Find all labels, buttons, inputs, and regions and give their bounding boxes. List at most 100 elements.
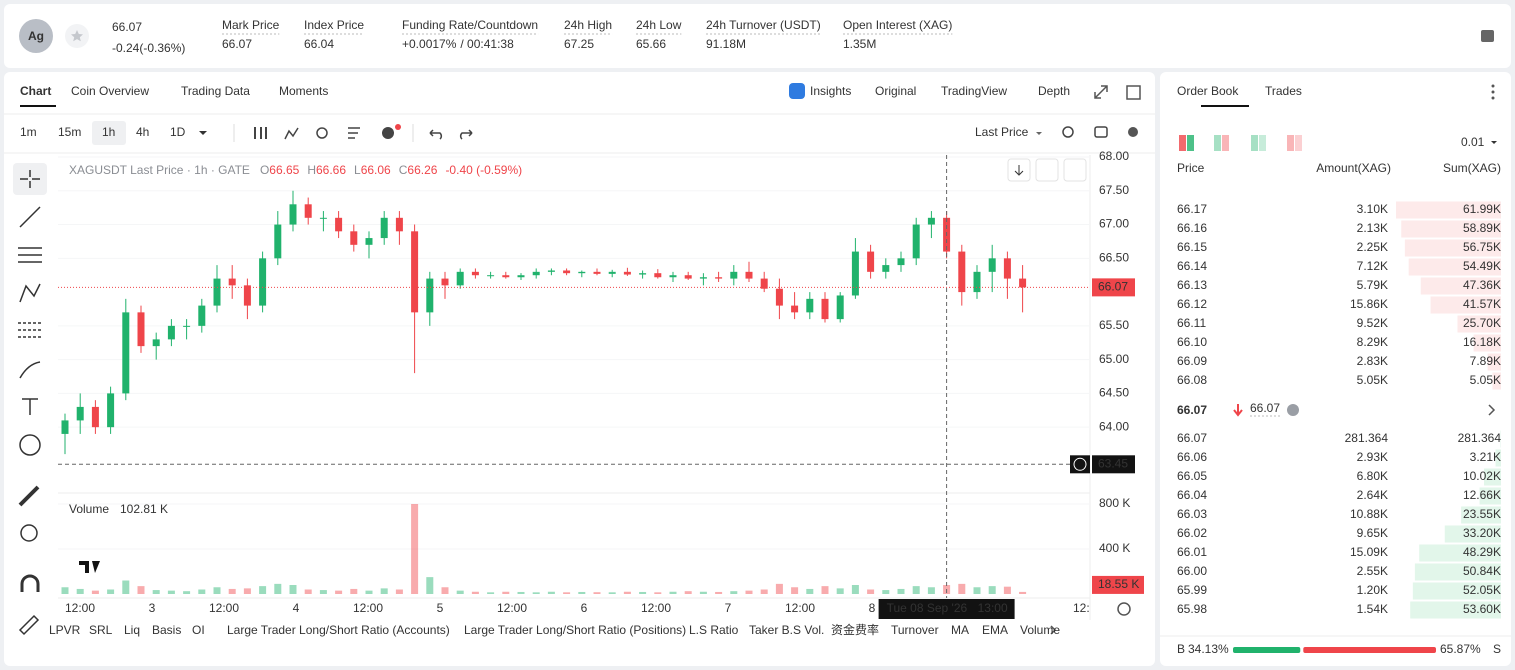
candles-icon[interactable]: [254, 127, 267, 139]
book-sum: 48.29K: [1463, 545, 1501, 559]
book-price: 66.11: [1177, 316, 1206, 330]
precision[interactable]: 0.01: [1461, 135, 1485, 149]
collapse-button[interactable]: [1035, 158, 1059, 182]
indicator[interactable]: Volume: [1020, 623, 1060, 637]
view-other[interactable]: [1287, 135, 1294, 151]
crosshair-tool[interactable]: [20, 170, 40, 188]
interval[interactable]: 15m: [58, 125, 81, 139]
volume-bar: [183, 591, 191, 594]
chart-tab[interactable]: Trading Data: [181, 84, 250, 98]
candle-body: [335, 217, 343, 232]
view-other[interactable]: [1295, 135, 1302, 151]
book-price: 66.00: [1177, 564, 1207, 578]
stat-label: 24h Turnover (USDT): [706, 18, 821, 32]
indicator[interactable]: Taker B.S Vol.: [749, 623, 824, 637]
volume-bar: [851, 585, 859, 594]
book-sum: 56.75K: [1463, 240, 1501, 254]
window-icon[interactable]: [1126, 85, 1141, 100]
template-icon[interactable]: [348, 127, 360, 139]
candle-body: [213, 278, 221, 306]
candle-body: [867, 251, 875, 272]
chevron[interactable]: [1488, 404, 1496, 416]
legend-item: XAGUSDT Last Price · 1h · GATE: [69, 163, 250, 177]
settings-icon[interactable]: [1117, 602, 1131, 616]
volume-bar: [821, 586, 829, 594]
candle-body: [426, 278, 434, 313]
zoom-tool[interactable]: [20, 524, 38, 542]
volume-bar: [654, 592, 662, 594]
view-tab[interactable]: Insights: [810, 84, 851, 98]
brush-tool[interactable]: [19, 361, 41, 379]
caret: [199, 131, 207, 135]
indicator[interactable]: SRL: [89, 623, 113, 637]
search-icon[interactable]: [1062, 126, 1074, 138]
indicator[interactable]: Large Trader Long/Short Ratio (Positions…: [464, 623, 686, 637]
chart-tab[interactable]: Chart: [20, 84, 51, 98]
chart-tab[interactable]: Moments: [279, 84, 328, 98]
volume-bar: [395, 589, 403, 594]
candle-body: [699, 277, 707, 279]
emoji-tool[interactable]: [19, 434, 41, 456]
candle-body: [791, 305, 799, 313]
view-asks[interactable]: [1259, 135, 1266, 151]
camera-icon[interactable]: [1094, 126, 1108, 138]
view-bids[interactable]: [1214, 135, 1221, 151]
view-tab[interactable]: TradingView: [941, 84, 1007, 98]
line-tool[interactable]: [19, 206, 41, 228]
replay-icon[interactable]: [316, 127, 328, 139]
book-tab[interactable]: Trades: [1265, 84, 1302, 98]
stat-label: Index Price: [304, 18, 364, 32]
view-both[interactable]: [1187, 135, 1194, 151]
add-order-button[interactable]: [1070, 455, 1090, 474]
interval[interactable]: 1m: [20, 125, 37, 139]
indicator[interactable]: Turnover: [891, 623, 939, 637]
indicator-icon[interactable]: [284, 127, 299, 140]
interval[interactable]: 1h: [102, 125, 115, 139]
view-tab[interactable]: Depth: [1038, 84, 1070, 98]
volume-bar: [441, 587, 449, 594]
interval[interactable]: 1D: [170, 125, 186, 139]
text-tool[interactable]: [22, 398, 38, 415]
indicator[interactable]: 资金费率: [831, 622, 879, 637]
fullscreen-icon[interactable]: [1094, 85, 1108, 99]
settings-icon[interactable]: [1128, 127, 1138, 137]
view-tab[interactable]: Original: [875, 84, 916, 98]
candle-body: [578, 271, 586, 274]
volume-bar: [578, 591, 586, 594]
more-arrow[interactable]: [1050, 625, 1057, 635]
down-arrow: [1233, 404, 1243, 417]
interval[interactable]: 4h: [136, 125, 149, 139]
magnet-tool[interactable]: [20, 574, 40, 592]
book-amount: 5.05K: [1357, 373, 1388, 387]
book-price: 66.15: [1177, 240, 1207, 254]
ruler-tool[interactable]: [18, 485, 40, 507]
fib-tool[interactable]: [18, 247, 42, 263]
indicator[interactable]: L.S Ratio: [689, 623, 739, 637]
add-icon[interactable]: [382, 127, 394, 139]
menu-icon[interactable]: [1481, 30, 1494, 42]
legend-item: 66.66: [316, 163, 346, 177]
y-tick-label: 67.00: [1099, 217, 1129, 231]
indicator[interactable]: LPVR: [49, 623, 81, 637]
indicator[interactable]: Large Trader Long/Short Ratio (Accounts): [227, 623, 450, 637]
view-bids[interactable]: [1222, 135, 1229, 151]
view-both[interactable]: [1179, 135, 1186, 151]
indicator[interactable]: Liq: [124, 623, 140, 637]
maximize-button[interactable]: [1063, 158, 1087, 182]
undo-icon[interactable]: [429, 129, 443, 140]
price-type[interactable]: Last Price: [975, 125, 1029, 139]
pencil-tool[interactable]: [18, 614, 40, 636]
projection-tool[interactable]: [18, 322, 42, 338]
chart-tab[interactable]: Coin Overview: [71, 84, 149, 98]
redo-icon[interactable]: [459, 129, 473, 140]
indicator[interactable]: OI: [192, 623, 205, 637]
x-tick-label: 7: [725, 601, 732, 615]
book-sum: 10.02K: [1463, 469, 1501, 483]
view-asks[interactable]: [1251, 135, 1258, 151]
pattern-tool[interactable]: [19, 283, 41, 303]
indicator[interactable]: MA: [951, 623, 969, 637]
book-tab[interactable]: Order Book: [1177, 84, 1239, 98]
indicator[interactable]: EMA: [982, 623, 1008, 637]
indicator[interactable]: Basis: [152, 623, 181, 637]
book-amount: 5.79K: [1357, 278, 1388, 292]
